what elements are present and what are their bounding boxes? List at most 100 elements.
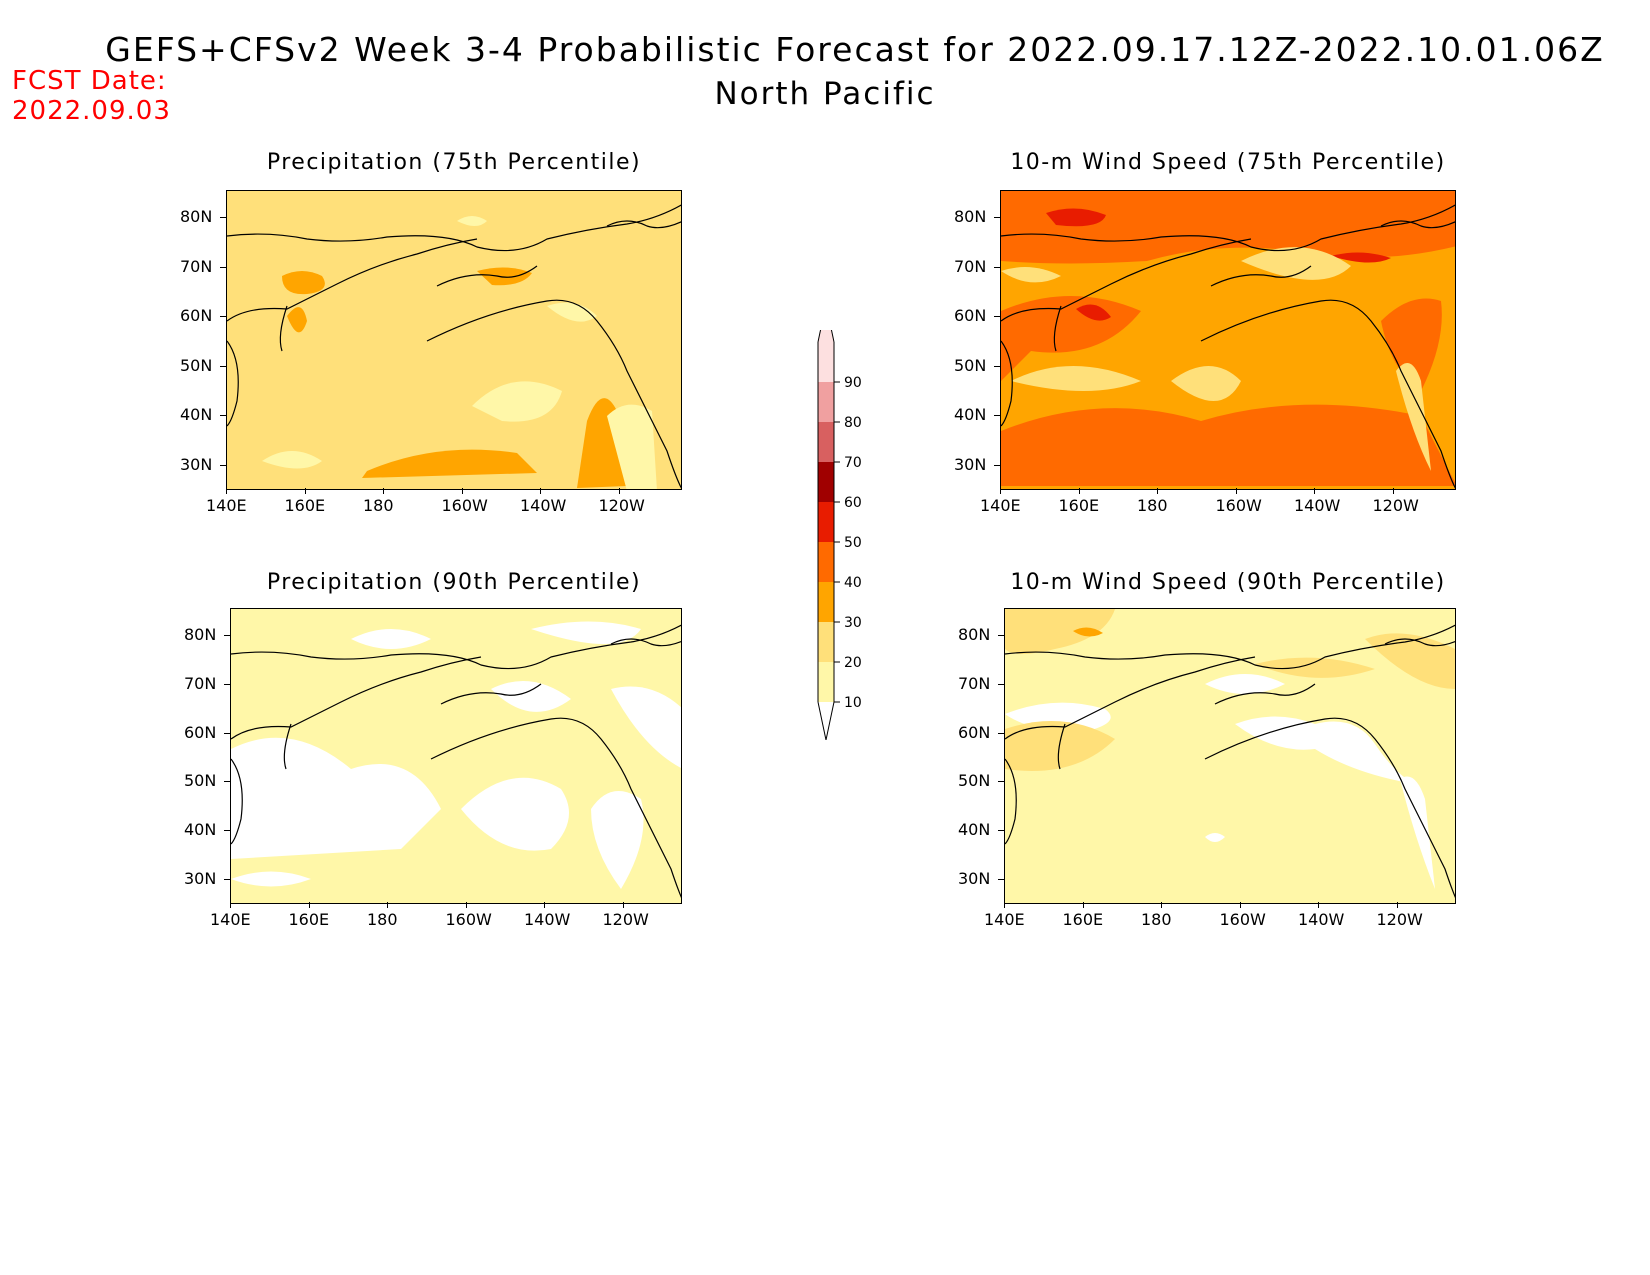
panel-title: 10-m Wind Speed (75th Percentile) bbox=[1010, 150, 1446, 175]
lat-tick-label: 40N bbox=[958, 820, 991, 840]
coastline bbox=[436, 265, 538, 287]
coastline bbox=[1200, 299, 1455, 489]
figure-title: GEFS+CFSv2 Week 3-4 Probabilistic Foreca… bbox=[105, 30, 1605, 69]
lon-tick-label: 160E bbox=[284, 496, 326, 515]
map-plot bbox=[226, 190, 682, 490]
colorbar-label: 10 bbox=[844, 695, 862, 711]
colorbar-label: 20 bbox=[844, 655, 862, 671]
coastline bbox=[279, 305, 288, 352]
probability-contour-region bbox=[547, 302, 597, 322]
probability-contour-region bbox=[1205, 833, 1225, 842]
lon-tick-label: 160E bbox=[1058, 496, 1100, 515]
figure-subtitle: North Pacific bbox=[714, 76, 936, 112]
colorbar-lower-extension bbox=[817, 701, 835, 740]
lon-tick bbox=[1004, 902, 1005, 908]
lat-tick-label: 70N bbox=[958, 673, 991, 693]
colorbar-label: 40 bbox=[844, 575, 862, 591]
lat-tick-label: 80N bbox=[958, 625, 991, 644]
lon-tick bbox=[540, 488, 541, 494]
lat-tick bbox=[220, 415, 226, 417]
lon-tick bbox=[1235, 488, 1237, 494]
lon-tick bbox=[226, 488, 227, 494]
coastline bbox=[606, 220, 681, 229]
colorbar-swatch bbox=[818, 502, 834, 542]
coastline bbox=[1057, 723, 1066, 770]
lat-tick bbox=[994, 415, 1000, 417]
colorbar-label: 80 bbox=[844, 415, 862, 431]
coastline bbox=[1001, 238, 1252, 322]
coastline bbox=[440, 683, 542, 705]
coastline bbox=[227, 238, 478, 322]
colorbar-label: 50 bbox=[844, 535, 862, 551]
probability-contour-region bbox=[351, 629, 431, 649]
coastline bbox=[430, 717, 681, 898]
probability-contour-region bbox=[231, 737, 441, 859]
probability-contour-region bbox=[472, 381, 562, 422]
lon-tick bbox=[622, 902, 624, 908]
lat-tick-label: 70N bbox=[954, 256, 987, 276]
lat-tick bbox=[224, 879, 230, 880]
lon-tick-label: 160E bbox=[1062, 910, 1104, 929]
probability-contour-region bbox=[1001, 404, 1455, 486]
probability-contour-region bbox=[591, 791, 644, 889]
lat-tick-label: 80N bbox=[954, 207, 987, 226]
lat-tick-label: 60N bbox=[958, 722, 991, 742]
probability-contour-region bbox=[1381, 298, 1442, 391]
probability-contour-region bbox=[1331, 252, 1391, 263]
lon-tick-label: 140W bbox=[1298, 910, 1345, 929]
panel-title: 10-m Wind Speed (90th Percentile) bbox=[1010, 570, 1446, 595]
lon-tick-label: 180 bbox=[1141, 910, 1172, 929]
forecast-date-label: FCST Date: bbox=[12, 66, 167, 96]
lon-tick-label: 120W bbox=[1376, 910, 1423, 929]
lon-tick-label: 120W bbox=[598, 496, 645, 515]
panel-title: Precipitation (75th Percentile) bbox=[266, 150, 642, 175]
map-plot bbox=[1004, 608, 1456, 904]
colorbar-label: 70 bbox=[844, 455, 862, 471]
coastline bbox=[1210, 265, 1312, 287]
lat-tick bbox=[224, 683, 230, 685]
coastline bbox=[231, 624, 681, 670]
lon-tick bbox=[465, 902, 467, 908]
lat-tick bbox=[224, 781, 230, 783]
lon-tick bbox=[230, 902, 231, 908]
lat-tick bbox=[224, 635, 230, 636]
coastline bbox=[231, 656, 482, 740]
probability-contour-region bbox=[1205, 674, 1285, 694]
lon-tick bbox=[1318, 902, 1319, 908]
coastline bbox=[1001, 204, 1455, 252]
panel-title: Precipitation (90th Percentile) bbox=[266, 570, 642, 595]
colorbar-swatch bbox=[818, 422, 834, 462]
map-field-svg bbox=[1001, 191, 1455, 489]
coastline bbox=[1001, 340, 1013, 427]
lon-tick-label: 140W bbox=[524, 910, 571, 929]
probability-contour-region bbox=[607, 404, 657, 489]
lon-tick bbox=[1314, 488, 1315, 494]
lon-tick bbox=[1161, 902, 1162, 908]
probability-contour-region bbox=[531, 621, 641, 644]
lat-tick-label: 60N bbox=[184, 722, 217, 742]
coastline bbox=[610, 638, 681, 647]
lat-tick-label: 70N bbox=[180, 256, 213, 276]
coastline bbox=[1053, 305, 1062, 352]
lat-tick bbox=[994, 365, 1000, 367]
coastline bbox=[231, 758, 243, 845]
probability-contour-region bbox=[1046, 208, 1106, 227]
coastline bbox=[1005, 624, 1455, 670]
map-plot bbox=[1000, 190, 1456, 490]
lat-tick-label: 30N bbox=[958, 869, 991, 888]
lon-tick bbox=[383, 488, 384, 494]
map-plot bbox=[230, 608, 682, 904]
probability-contour-region bbox=[491, 681, 571, 712]
colorbar-upper-extension bbox=[817, 330, 835, 343]
lat-tick-label: 40N bbox=[184, 820, 217, 840]
lon-tick-label: 180 bbox=[367, 910, 398, 929]
lat-tick bbox=[998, 635, 1004, 636]
coastline bbox=[426, 299, 681, 489]
lon-tick-label: 140E bbox=[980, 496, 1021, 515]
probability-contour-region bbox=[611, 686, 681, 768]
lat-tick-label: 80N bbox=[184, 625, 217, 644]
coastline bbox=[227, 340, 239, 427]
coastline bbox=[1384, 638, 1455, 647]
lon-tick-label: 120W bbox=[602, 910, 649, 929]
lat-tick-label: 60N bbox=[180, 306, 213, 326]
